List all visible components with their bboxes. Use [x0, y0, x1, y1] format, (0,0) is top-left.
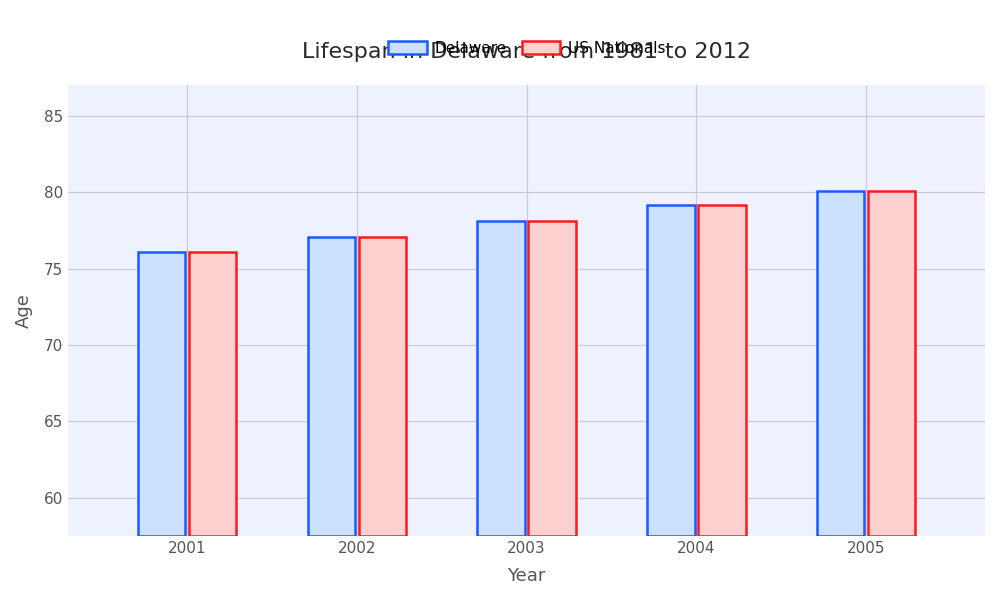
- Bar: [817, 191, 864, 536]
- Bar: [698, 205, 746, 536]
- Bar: [477, 221, 525, 536]
- Bar: [138, 252, 185, 536]
- Bar: [528, 221, 576, 536]
- X-axis label: Year: Year: [507, 567, 546, 585]
- Bar: [189, 252, 236, 536]
- Bar: [868, 191, 915, 536]
- Bar: [308, 236, 355, 536]
- Title: Lifespan in Delaware from 1981 to 2012: Lifespan in Delaware from 1981 to 2012: [302, 41, 751, 62]
- Legend: Delaware, US Nationals: Delaware, US Nationals: [382, 34, 671, 62]
- Bar: [647, 205, 695, 536]
- Y-axis label: Age: Age: [15, 293, 33, 328]
- Bar: [359, 236, 406, 536]
